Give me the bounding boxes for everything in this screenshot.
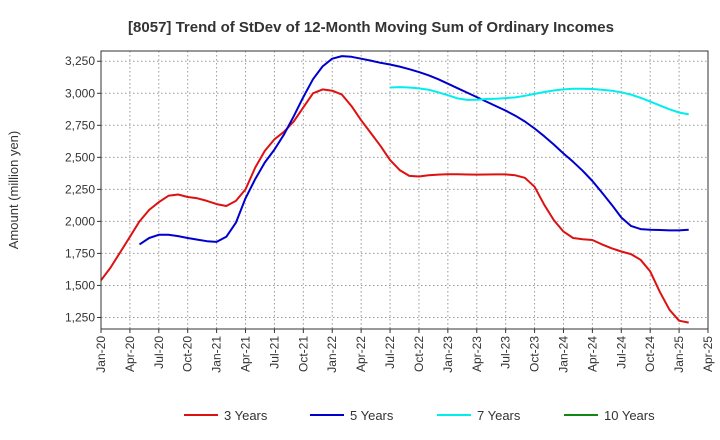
- legend-label: 5 Years: [350, 408, 394, 423]
- x-tick-label: Jan-23: [441, 336, 455, 373]
- x-tick-label: Jul-22: [383, 336, 397, 369]
- legend-label: 3 Years: [224, 408, 268, 423]
- x-tick-label: Apr-21: [239, 336, 253, 372]
- y-tick-label: 2,750: [65, 118, 95, 132]
- series-line-3-years: [100, 88, 689, 324]
- y-tick-label: 1,500: [65, 278, 95, 292]
- grid: [101, 51, 708, 329]
- x-tick-label: Apr-23: [470, 336, 484, 372]
- x-tick-label: Jan-22: [325, 336, 339, 373]
- x-tick-label: Jan-25: [672, 336, 686, 373]
- legend-label: 7 Years: [477, 408, 521, 423]
- plot-border: [100, 50, 709, 330]
- x-tick-label: Apr-25: [701, 336, 715, 372]
- series-line-7-years: [389, 86, 689, 116]
- x-tick-label: Oct-22: [412, 336, 426, 372]
- x-tick-label: Oct-23: [528, 336, 542, 372]
- y-tick-label: 3,000: [65, 86, 95, 100]
- y-tick-label: 1,250: [65, 310, 95, 324]
- legend-label: 10 Years: [604, 408, 655, 423]
- legend-item: 3 Years: [184, 408, 268, 423]
- x-tick-label: Oct-21: [296, 336, 310, 372]
- x-tick-label: Apr-20: [123, 336, 137, 372]
- y-tick-label: 2,250: [65, 182, 95, 196]
- legend-item: 7 Years: [437, 408, 521, 423]
- plot-area: [101, 51, 708, 329]
- series-line-5-years: [138, 55, 689, 246]
- y-tick-label: 1,750: [65, 246, 95, 260]
- y-axis-title: Amount (million yen): [6, 131, 21, 250]
- x-tick-label: Jul-23: [499, 336, 513, 369]
- x-tick-label: Jul-21: [267, 336, 281, 369]
- x-axis-ticks: Jan-20 Apr-20 Jul-20 Oct-20 Jan-21 Apr-21 Jul-…: [94, 329, 715, 373]
- x-tick-label: Jan-20: [94, 336, 108, 373]
- legend-item: 5 Years: [310, 408, 394, 423]
- x-tick-label: Apr-22: [354, 336, 368, 372]
- y-tick-label: 2,500: [65, 150, 95, 164]
- legend: 3 Years 5 Years 7 Years 10 Years: [184, 408, 655, 423]
- x-tick-label: Oct-24: [643, 336, 657, 372]
- y-axis-ticks: 1,250 1,500 1,750 2,000 2,250 2,500 2,750 3,000…: [65, 54, 101, 324]
- y-tick-label: 2,000: [65, 214, 95, 228]
- chart-title: [8057] Trend of StDev of 12-Month Moving…: [128, 19, 614, 36]
- x-tick-label: Oct-20: [181, 336, 195, 372]
- x-tick-label: Jul-24: [614, 336, 628, 369]
- x-tick-label: Jan-21: [210, 336, 224, 373]
- x-tick-label: Apr-24: [585, 336, 599, 372]
- y-tick-label: 3,250: [65, 54, 95, 68]
- series-lines: [100, 55, 689, 324]
- legend-item: 10 Years: [564, 408, 655, 423]
- x-tick-label: Jul-20: [152, 336, 166, 369]
- x-tick-label: Jan-24: [556, 336, 570, 373]
